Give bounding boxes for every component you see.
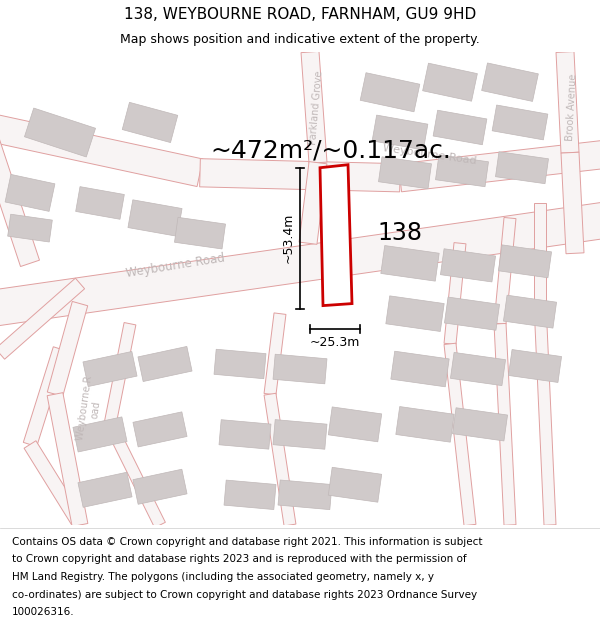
Polygon shape [214, 349, 266, 379]
Text: Contains OS data © Crown copyright and database right 2021. This information is : Contains OS data © Crown copyright and d… [12, 537, 482, 547]
Text: to Crown copyright and database rights 2023 and is reproduced with the permissio: to Crown copyright and database rights 2… [12, 554, 467, 564]
Polygon shape [76, 187, 124, 219]
Polygon shape [138, 346, 192, 381]
Polygon shape [301, 51, 327, 163]
Polygon shape [278, 480, 332, 509]
Polygon shape [386, 296, 444, 331]
Polygon shape [433, 110, 487, 145]
Polygon shape [133, 469, 187, 504]
Polygon shape [503, 295, 557, 328]
Text: Weybourne Road: Weybourne Road [125, 251, 226, 279]
Polygon shape [0, 278, 85, 359]
Polygon shape [379, 157, 431, 189]
Polygon shape [436, 155, 488, 187]
Polygon shape [78, 472, 132, 508]
Polygon shape [391, 351, 449, 387]
Polygon shape [264, 313, 286, 395]
Polygon shape [381, 246, 439, 281]
Polygon shape [444, 242, 466, 344]
Polygon shape [299, 162, 327, 244]
Polygon shape [440, 249, 496, 282]
Polygon shape [25, 108, 95, 157]
Polygon shape [494, 217, 516, 324]
Polygon shape [23, 347, 67, 447]
Text: 138: 138 [377, 221, 422, 245]
Polygon shape [0, 114, 203, 186]
Polygon shape [451, 352, 506, 386]
Polygon shape [224, 480, 276, 509]
Text: 100026316.: 100026316. [12, 607, 74, 617]
Polygon shape [122, 102, 178, 142]
Polygon shape [264, 393, 296, 526]
Polygon shape [482, 63, 538, 101]
Text: Weybourne Road: Weybourne Road [382, 143, 478, 166]
Polygon shape [452, 408, 508, 441]
Polygon shape [273, 419, 327, 449]
Text: 138, WEYBOURNE ROAD, FARNHAM, GU9 9HD: 138, WEYBOURNE ROAD, FARNHAM, GU9 9HD [124, 7, 476, 22]
Text: ~53.4m: ~53.4m [281, 213, 295, 263]
Text: co-ordinates) are subject to Crown copyright and database rights 2023 Ordnance S: co-ordinates) are subject to Crown copyr… [12, 589, 477, 599]
Polygon shape [24, 441, 86, 529]
Text: Brook Avenue: Brook Avenue [565, 74, 579, 141]
Polygon shape [219, 420, 271, 449]
Text: ~25.3m: ~25.3m [310, 336, 360, 349]
Polygon shape [128, 200, 182, 236]
Polygon shape [320, 165, 352, 306]
Polygon shape [556, 51, 579, 153]
Polygon shape [83, 351, 137, 386]
Polygon shape [5, 174, 55, 211]
Polygon shape [73, 417, 127, 452]
Polygon shape [398, 139, 600, 192]
Polygon shape [8, 214, 52, 242]
Polygon shape [47, 301, 88, 396]
Polygon shape [104, 322, 136, 426]
Text: Weybourne R
oad: Weybourne R oad [75, 376, 105, 443]
Polygon shape [499, 245, 551, 278]
Polygon shape [328, 468, 382, 502]
Polygon shape [372, 115, 428, 150]
Polygon shape [47, 392, 88, 526]
Polygon shape [200, 159, 400, 192]
Text: Map shows position and indicative extent of the property.: Map shows position and indicative extent… [120, 32, 480, 46]
Polygon shape [104, 422, 166, 528]
Polygon shape [496, 152, 548, 184]
Polygon shape [445, 297, 500, 330]
Polygon shape [494, 323, 516, 525]
Polygon shape [561, 152, 584, 254]
Polygon shape [0, 139, 40, 266]
Text: ~472m²/~0.117ac.: ~472m²/~0.117ac. [210, 139, 451, 162]
Polygon shape [444, 343, 476, 526]
Polygon shape [508, 349, 562, 382]
Text: HM Land Registry. The polygons (including the associated geometry, namely x, y: HM Land Registry. The polygons (includin… [12, 572, 434, 582]
Polygon shape [492, 105, 548, 140]
Polygon shape [133, 412, 187, 447]
Polygon shape [175, 217, 226, 249]
Polygon shape [534, 303, 556, 525]
Polygon shape [328, 407, 382, 442]
Polygon shape [396, 406, 454, 442]
Polygon shape [0, 200, 600, 326]
Polygon shape [534, 203, 546, 304]
Polygon shape [360, 72, 420, 112]
Text: Parkland Grove: Parkland Grove [308, 70, 324, 145]
Polygon shape [273, 354, 327, 384]
Polygon shape [422, 63, 478, 101]
